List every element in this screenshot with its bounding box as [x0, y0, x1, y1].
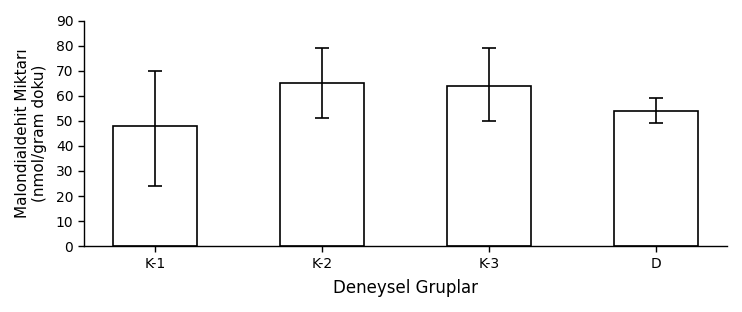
Bar — [280, 83, 364, 246]
Bar — [614, 111, 697, 246]
Y-axis label: Malondialdehit Miktarı
(nmol/gram doku): Malondialdehit Miktarı (nmol/gram doku) — [15, 49, 47, 218]
Bar — [447, 86, 531, 246]
Bar — [113, 126, 197, 246]
X-axis label: Deneysel Gruplar: Deneysel Gruplar — [333, 279, 478, 297]
